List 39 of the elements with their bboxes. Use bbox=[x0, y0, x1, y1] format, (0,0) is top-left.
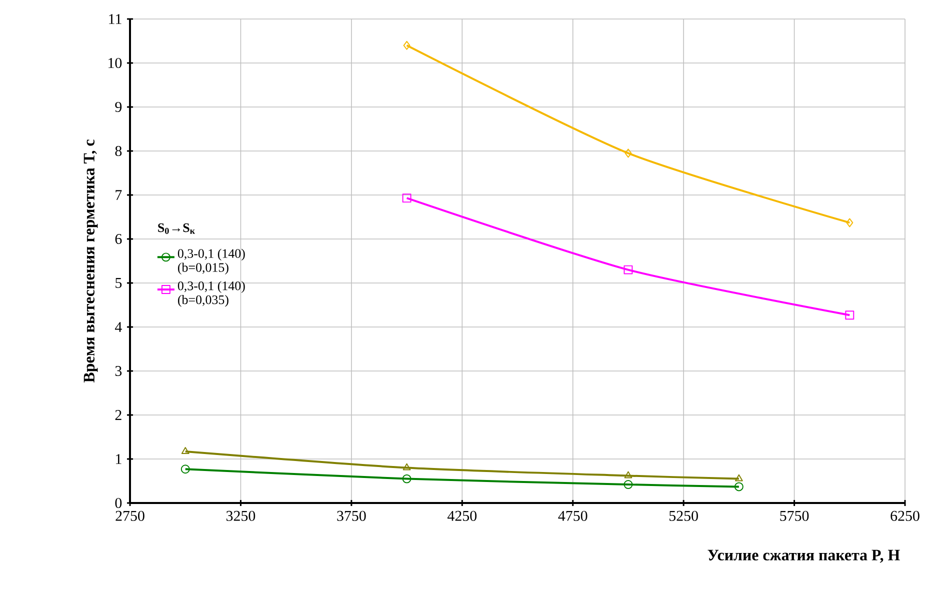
y-tick-label: 10 bbox=[108, 58, 122, 68]
x-axis-title: Усилие сжатия пакета P, Н bbox=[708, 550, 900, 563]
x-tick-label: 3750 bbox=[337, 510, 366, 521]
x-tick-label: 4250 bbox=[448, 510, 477, 521]
y-tick-label: 8 bbox=[115, 146, 122, 156]
x-tick-label: 5250 bbox=[670, 510, 698, 521]
point bbox=[402, 463, 411, 470]
y-tick-label: 11 bbox=[109, 14, 122, 24]
point bbox=[845, 310, 854, 320]
point bbox=[734, 474, 743, 482]
point bbox=[624, 471, 632, 478]
x-tick-label: 4750 bbox=[558, 510, 588, 521]
y-tick-label: 0 bbox=[115, 498, 122, 508]
legend-label: 0,3-0,1 (140) (b=0,015) bbox=[178, 248, 245, 274]
point bbox=[402, 194, 412, 203]
point bbox=[624, 148, 632, 158]
y-tick-label: 2 bbox=[115, 410, 122, 420]
x-tick-label: 2750 bbox=[116, 510, 144, 521]
point bbox=[846, 218, 854, 228]
legend-title: S$_{0}$→S$_{к}$ bbox=[158, 223, 196, 234]
point bbox=[402, 474, 412, 484]
y-tick-label: 4 bbox=[114, 322, 122, 332]
y-tick-label: 9 bbox=[115, 102, 122, 112]
y-tick-label: 6 bbox=[115, 234, 122, 244]
point bbox=[180, 464, 190, 474]
point bbox=[734, 482, 744, 492]
point bbox=[403, 40, 410, 50]
y-tick-label: 1 bbox=[116, 454, 122, 464]
y-tick-label: 5 bbox=[116, 278, 122, 288]
y-tick-label: 7 bbox=[116, 190, 122, 200]
legend-label: 0,3-0,1 (140) (b=0,035) bbox=[178, 281, 245, 307]
x-tick-label: 5750 bbox=[780, 510, 809, 521]
y-axis-title: Время вытеснения герметика T, c bbox=[84, 140, 98, 383]
point bbox=[624, 265, 633, 274]
point bbox=[181, 447, 190, 454]
y-tick-label: 3 bbox=[115, 366, 122, 376]
x-tick-label: 3250 bbox=[226, 510, 256, 521]
x-tick-label: 6250 bbox=[890, 510, 920, 521]
point bbox=[624, 480, 633, 490]
